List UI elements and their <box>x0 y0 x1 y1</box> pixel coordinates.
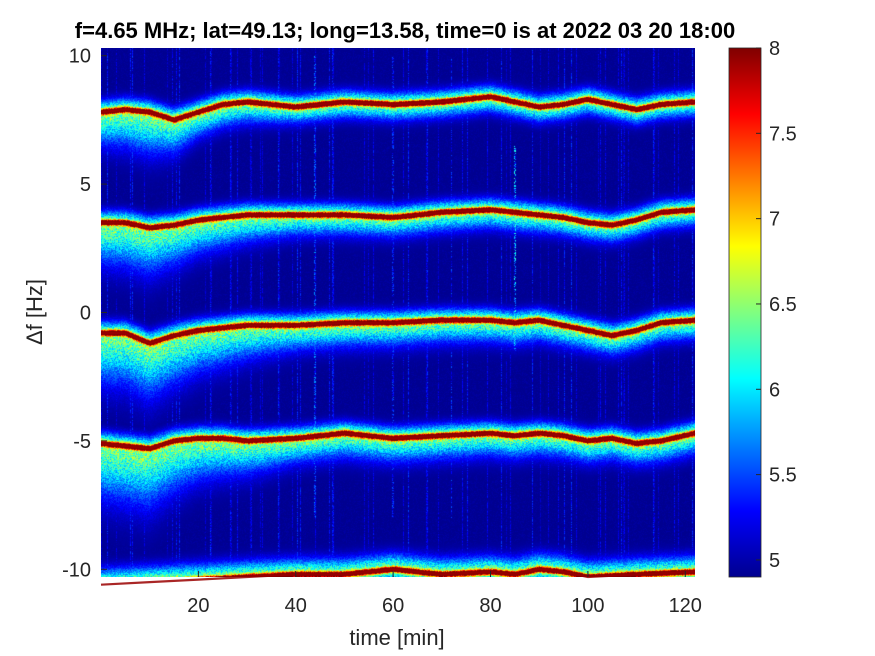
y-axis-label: Δf [Hz] <box>22 279 47 345</box>
y-tick-label: -10 <box>62 559 91 581</box>
colorbar-tick-label: 5.5 <box>769 465 797 487</box>
x-tick-label: 60 <box>382 595 404 617</box>
colorbar-tick-label: 7 <box>769 209 780 231</box>
ridge-line-2 <box>101 208 696 229</box>
ridge-line-3 <box>101 319 696 345</box>
heatmap-canvas <box>101 48 695 577</box>
colorbar <box>728 47 762 578</box>
x-tick-label: 20 <box>187 595 209 617</box>
x-tick-label: 40 <box>285 595 307 617</box>
x-axis-label: time [min] <box>349 625 444 650</box>
x-tick-label: 100 <box>571 595 604 617</box>
colorbar-ticks: 5 5.5 6 6.5 7 7.5 8 <box>756 38 797 572</box>
ridge-line-5 <box>100 568 696 586</box>
y-tick-label: 10 <box>69 46 91 68</box>
colorbar-tick-label: 5 <box>769 550 780 572</box>
ridge-line-1 <box>100 95 696 122</box>
chart-title: f=4.65 MHz; lat=49.13; long=13.58, time=… <box>75 18 735 43</box>
x-tick-label: 120 <box>669 595 702 617</box>
colorbar-tick-label: 6 <box>769 379 780 401</box>
x-tick-label: 80 <box>479 595 501 617</box>
colorbar-tick-label: 6.5 <box>769 294 797 316</box>
y-tick-label: 0 <box>80 303 91 325</box>
y-axis-ticks: -10 -5 0 5 10 <box>62 46 107 581</box>
y-tick-label: -5 <box>73 431 91 453</box>
x-axis-ticks: 20 40 60 80 100 120 <box>187 571 702 617</box>
ridge-lines <box>100 95 696 586</box>
colorbar-tick-label: 7.5 <box>769 123 797 145</box>
ridge-line-4 <box>100 432 696 450</box>
colorbar-tick-label: 8 <box>769 38 780 60</box>
y-tick-label: 5 <box>80 174 91 196</box>
